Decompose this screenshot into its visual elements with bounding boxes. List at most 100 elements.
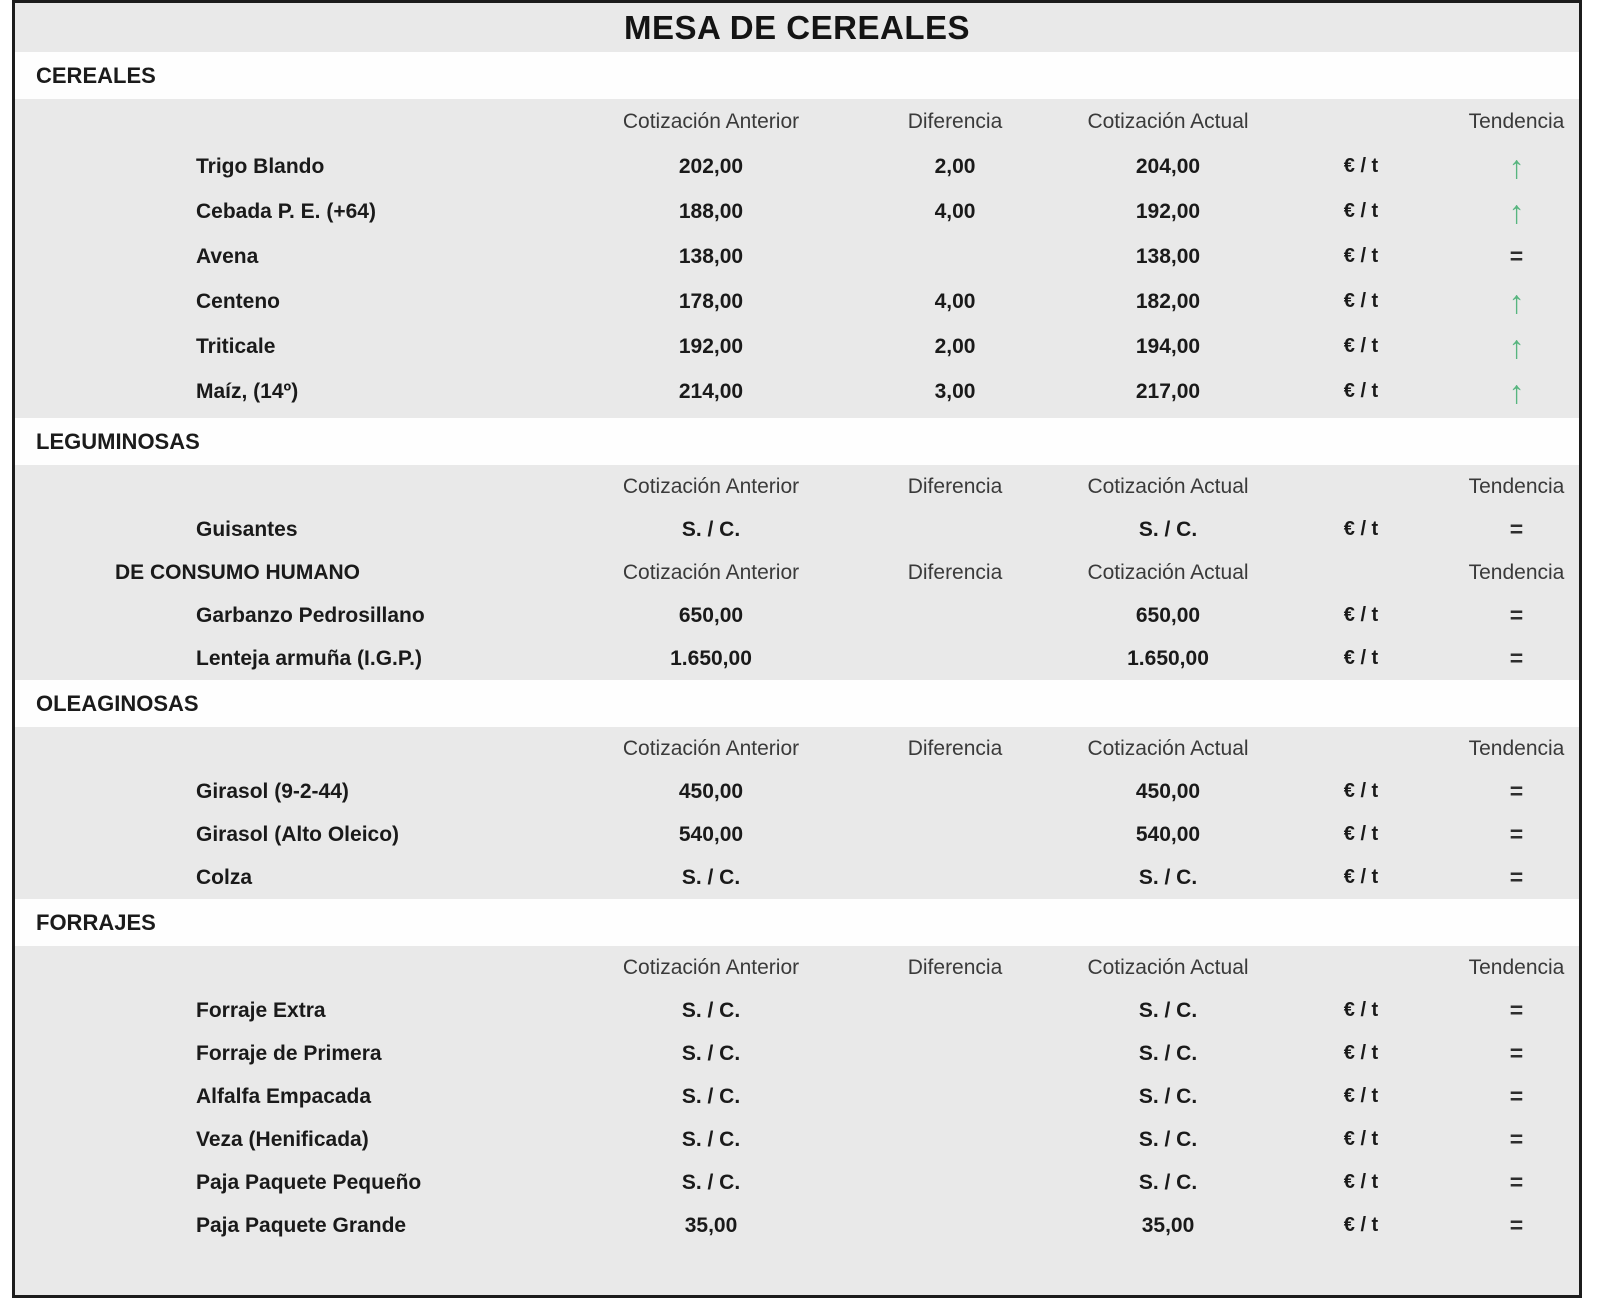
column-header-previous: Cotización Anterior [622,560,800,584]
current-quote-cell: 450,00 [1135,779,1201,803]
trend-up-icon: ↑ [1508,148,1525,185]
trend-equal-icon: = [1509,1126,1524,1152]
trend-up-icon: ↑ [1508,373,1525,410]
product-name-cell: Garbanzo Pedrosillano [196,603,425,627]
subsection-label: DE CONSUMO HUMANO [115,560,360,584]
column-header-difference: Diferencia [907,474,1003,498]
column-header-previous: Cotización Anterior [622,474,800,498]
section-title: OLEAGINOSAS [15,680,1579,727]
column-header-current: Cotización Actual [1087,955,1249,979]
section-title: CEREALES [15,52,1579,99]
unit-cell: € / t [1343,155,1379,177]
trend-cell: = [1454,780,1579,803]
section-block: Cotización Anterior Diferencia Cotizació… [15,946,1579,1295]
table-row: Centeno 178,00 4,00 182,00 € / t ↑ [15,279,1579,324]
trend-equal-icon: = [1509,778,1524,804]
trend-cell: = [1454,245,1579,268]
trend-cell: = [1454,823,1579,846]
unit-cell: € / t [1343,866,1379,888]
product-name-cell: Girasol (Alto Oleico) [196,822,400,846]
product-name-cell: Paja Paquete Pequeño [196,1170,422,1194]
section-block: Cotización Anterior Diferencia Cotizació… [15,727,1579,899]
section-title: FORRAJES [15,899,1579,946]
unit-cell: € / t [1343,200,1379,222]
column-header-trend: Tendencia [1468,560,1565,584]
table-row: Trigo Blando 202,00 2,00 204,00 € / t ↑ [15,144,1579,189]
current-quote-cell: 1.650,00 [1127,646,1209,670]
column-header-current: Cotización Actual [1087,560,1249,584]
trend-equal-icon: = [1509,864,1524,890]
trend-up-icon: ↑ [1508,283,1525,320]
product-name-cell: Paja Paquete Grande [196,1213,407,1237]
trend-equal-icon: = [1509,645,1524,671]
current-quote-cell: 194,00 [1135,334,1201,358]
previous-quote-cell: 138,00 [678,244,744,268]
unit-cell: € / t [1343,823,1379,845]
unit-cell: € / t [1343,245,1379,267]
product-name-cell: Centeno [196,289,280,313]
table-row: Maíz, (14º) 214,00 3,00 217,00 € / t ↑ [15,369,1579,414]
table-row: Lenteja armuña (I.G.P.) 1.650,00 1.650,0… [15,637,1579,680]
product-name-cell: Forraje de Primera [196,1041,382,1065]
trend-equal-icon: = [1509,821,1524,847]
product-name-cell: Forraje Extra [196,998,326,1022]
product-name-cell: Colza [196,865,253,889]
trend-cell: = [1454,1042,1579,1065]
column-header-trend: Tendencia [1468,955,1565,979]
unit-cell: € / t [1343,780,1379,802]
previous-quote-cell: S. / C. [681,1170,741,1194]
current-quote-cell: 35,00 [1141,1213,1195,1237]
trend-cell: = [1454,1171,1579,1194]
price-table: MESA DE CEREALES CEREALES Cotización Ant… [12,0,1582,1298]
previous-quote-cell: 540,00 [678,822,744,846]
column-header-trend: Tendencia [1468,109,1565,133]
sections-container: CEREALES Cotización Anterior Diferencia … [15,52,1579,1295]
previous-quote-cell: 450,00 [678,779,744,803]
trend-cell: ↑ [1454,196,1579,228]
unit-cell: € / t [1343,380,1379,402]
trend-equal-icon: = [1509,1040,1524,1066]
column-header-difference: Diferencia [907,560,1003,584]
product-name-cell: Avena [196,244,259,268]
section: OLEAGINOSAS Cotización Anterior Diferenc… [15,680,1579,899]
current-quote-cell: S. / C. [1138,1041,1198,1065]
trend-cell: = [1454,1214,1579,1237]
trend-cell: = [1454,604,1579,627]
column-header-row: Cotización Anterior Diferencia Cotizació… [15,99,1579,144]
current-quote-cell: 204,00 [1135,154,1201,178]
table-row: Cebada P. E. (+64) 188,00 4,00 192,00 € … [15,189,1579,234]
previous-quote-cell: S. / C. [681,1084,741,1108]
trend-equal-icon: = [1509,997,1524,1023]
difference-cell: 2,00 [934,154,976,178]
column-header-previous: Cotización Anterior [622,955,800,979]
previous-quote-cell: 35,00 [684,1213,738,1237]
trend-equal-icon: = [1509,1083,1524,1109]
unit-cell: € / t [1343,1214,1379,1236]
unit-cell: € / t [1343,1085,1379,1107]
trend-cell: = [1454,518,1579,541]
previous-quote-cell: 192,00 [678,334,744,358]
unit-cell: € / t [1343,604,1379,626]
column-header-row: DE CONSUMO HUMANO Cotización Anterior Di… [15,551,1579,594]
product-name-cell: Trigo Blando [196,154,325,178]
trend-cell: = [1454,1085,1579,1108]
unit-cell: € / t [1343,647,1379,669]
product-name-cell: Triticale [196,334,276,358]
table-row: Forraje de Primera S. / C. S. / C. € / t… [15,1032,1579,1075]
previous-quote-cell: 1.650,00 [670,646,752,670]
column-header-difference: Diferencia [907,736,1003,760]
trend-cell: = [1454,1128,1579,1151]
column-header-current: Cotización Actual [1087,736,1249,760]
product-name-cell: Alfalfa Empacada [196,1084,372,1108]
column-header-trend: Tendencia [1468,736,1565,760]
table-row: Girasol (Alto Oleico) 540,00 540,00 € / … [15,813,1579,856]
difference-cell: 2,00 [934,334,976,358]
trend-equal-icon: = [1509,1169,1524,1195]
current-quote-cell: S. / C. [1138,998,1198,1022]
table-row: Girasol (9-2-44) 450,00 450,00 € / t = [15,770,1579,813]
product-name-cell: Maíz, (14º) [196,379,299,403]
previous-quote-cell: S. / C. [681,1127,741,1151]
section: FORRAJES Cotización Anterior Diferencia … [15,899,1579,1295]
product-name-cell: Girasol (9-2-44) [196,779,349,803]
unit-cell: € / t [1343,1042,1379,1064]
